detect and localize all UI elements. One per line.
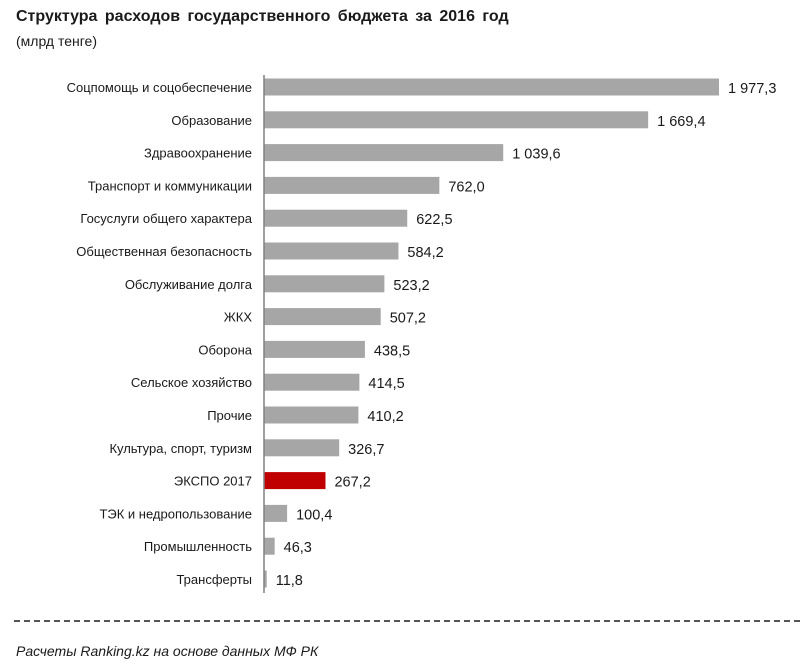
category-label: Общественная безопасность: [76, 244, 252, 259]
value-label: 762,0: [448, 179, 484, 195]
value-label: 507,2: [390, 311, 426, 327]
bar: [264, 111, 649, 129]
category-label: Образование: [171, 113, 252, 128]
category-label: Трансферты: [176, 572, 252, 587]
bar: [264, 406, 359, 424]
bar: [264, 209, 408, 227]
category-label: Здравоохранение: [144, 146, 252, 161]
category-label: Сельское хозяйство: [131, 375, 252, 390]
category-label: Оборона: [198, 342, 252, 357]
category-label: Транспорт и коммуникации: [88, 178, 252, 193]
category-label: Обслуживание долга: [125, 277, 253, 292]
bar: [264, 275, 385, 293]
bar: [264, 176, 440, 194]
bar: [264, 242, 399, 260]
bar: [264, 78, 719, 96]
chart-title: Структура расходов государственного бюдж…: [16, 8, 509, 25]
source-note: Расчеты Ranking.kz на основе данных МФ Р…: [16, 643, 319, 659]
value-label: 410,2: [367, 409, 403, 425]
category-label: Прочие: [207, 408, 252, 423]
value-label: 523,2: [393, 278, 429, 294]
category-label: Госуслуги общего характера: [80, 211, 252, 226]
bar: [264, 308, 381, 326]
value-label: 11,8: [276, 573, 303, 589]
value-label: 326,7: [348, 442, 384, 458]
value-label: 414,5: [368, 376, 404, 392]
bar: [264, 570, 267, 588]
category-label: ЭКСПО 2017: [174, 474, 252, 489]
bar: [264, 504, 288, 522]
value-label: 1 977,3: [728, 81, 776, 97]
value-label: 100,4: [296, 507, 332, 523]
bar: [264, 537, 275, 555]
category-label: ЖКХ: [224, 310, 253, 325]
value-label: 1 669,4: [657, 114, 705, 130]
value-label: 622,5: [416, 212, 452, 228]
value-label: 46,3: [284, 540, 312, 556]
bar: [264, 439, 340, 457]
divider-line: [14, 620, 800, 622]
bar: [264, 340, 365, 358]
bar: [264, 472, 326, 490]
value-label: 584,2: [407, 245, 443, 261]
chart-subtitle: (млрд тенге): [16, 33, 97, 49]
value-label: 1 039,6: [512, 147, 560, 163]
bar: [264, 144, 504, 162]
bar: [264, 373, 360, 391]
value-label: 438,5: [374, 343, 410, 359]
value-label: 267,2: [334, 475, 370, 491]
category-label: Культура, спорт, туризм: [109, 441, 252, 456]
category-label: Соцпомощь и соцобеспечение: [67, 80, 252, 95]
bar-chart: Соцпомощь и соцобеспечение 1 977,3 Образов…: [67, 75, 776, 593]
category-label: Промышленность: [144, 539, 252, 554]
category-label: ТЭК и недропользование: [99, 506, 252, 521]
